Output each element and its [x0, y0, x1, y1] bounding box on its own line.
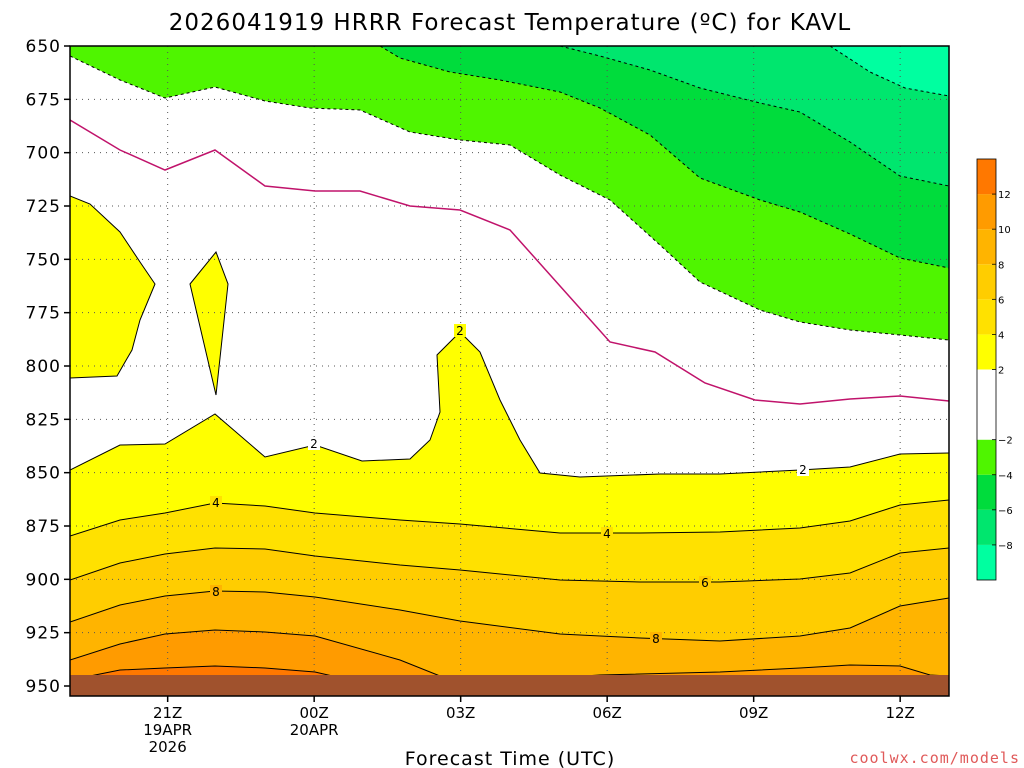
contour-label: 4	[212, 496, 220, 510]
plot-frame	[69, 45, 950, 697]
y-tick-label: 750	[26, 250, 61, 270]
chart-title: 2026041919 HRRR Forecast Temperature (ºC…	[169, 10, 851, 36]
y-tick-label: 900	[26, 570, 61, 590]
contour-label: 8	[212, 585, 220, 599]
y-tick-label: 950	[26, 677, 61, 697]
y-tick-label: 800	[26, 357, 61, 377]
contour-label: 6	[701, 576, 709, 590]
contour-6	[70, 547, 949, 583]
colorbar-tick-label: 8	[998, 260, 1004, 271]
y-tick-label: 925	[26, 624, 61, 644]
colorbar-swatch	[977, 439, 996, 475]
contour-label: 8	[652, 632, 660, 646]
ground-terrain	[70, 675, 949, 696]
colorbar-swatch	[977, 509, 996, 545]
colorbar-tick-label: 4	[998, 330, 1004, 341]
colorbar-tick-label: −6	[998, 506, 1013, 517]
colorbar-swatch	[977, 544, 996, 580]
colorbar-tick-label: 6	[998, 295, 1004, 306]
y-tick-label: 700	[26, 144, 61, 164]
y-tick-label: 825	[26, 410, 61, 430]
colorbar-swatch	[977, 299, 996, 335]
contour-label: 2	[310, 437, 318, 451]
colorbar-swatch	[977, 334, 996, 370]
x-tick-label: 20APR	[290, 721, 339, 739]
x-tick-label: 03Z	[446, 704, 475, 722]
contour-minus2	[70, 55, 949, 341]
colorbar-swatch	[977, 194, 996, 230]
y-tick-label: 775	[26, 304, 61, 324]
y-tick-label: 650	[26, 37, 61, 57]
grid-lines	[70, 46, 949, 696]
contour-2-island-left	[70, 195, 156, 379]
colorbar-tick-label: −8	[998, 541, 1013, 552]
contour-label: 4	[603, 527, 611, 541]
contour-minus8	[829, 46, 949, 97]
colorbar-tick-label: 2	[998, 366, 1004, 377]
contour-4	[70, 499, 949, 537]
x-tick-label: 21Z	[153, 704, 182, 722]
contour-label: 2	[456, 324, 464, 338]
colorbar-tick-label: 12	[998, 190, 1011, 201]
band-minus6-to-minus8	[560, 46, 949, 186]
x-tick-label: 19APR	[143, 721, 192, 739]
colorbar-swatch	[977, 369, 996, 440]
colorbar-swatch	[977, 474, 996, 510]
colorbar-tick-label: −2	[998, 436, 1013, 447]
band-2-to-4-island-center	[190, 252, 228, 395]
contour-label: 2	[799, 463, 807, 477]
x-tick-label: 09Z	[739, 704, 768, 722]
colorbar-swatch	[977, 229, 996, 265]
freezing-line	[70, 119, 949, 405]
x-tick-label: 06Z	[592, 704, 621, 722]
credit-text: coolwx.com/models	[849, 749, 1020, 767]
x-axis-label: Forecast Time (UTC)	[405, 748, 615, 768]
x-tick-label: 12Z	[885, 704, 914, 722]
band-minus8-to-minus10	[830, 46, 949, 96]
y-tick-label: 850	[26, 464, 61, 484]
colorbar-swatch	[977, 264, 996, 300]
y-tick-label: 675	[26, 90, 61, 110]
y-tick-label: 875	[26, 517, 61, 537]
contour-2-island-center	[189, 251, 229, 396]
pressure-axis: 650 675 700 725 750 775 800 825 850 875 900 925 950	[26, 37, 70, 697]
y-tick-label: 725	[26, 197, 61, 217]
colorbar: 12 10 8 6 4 2 −2 −4 −6 −8	[976, 158, 1013, 581]
plot-area	[70, 46, 949, 696]
x-tick-label: 00Z	[299, 704, 328, 722]
colorbar-tick-label: −4	[998, 471, 1013, 482]
contour-8	[70, 590, 949, 642]
band-2-to-4-island-left	[70, 196, 155, 378]
contour-labels: 2 2 2 4 4 6 8 8	[210, 324, 809, 646]
colorbar-swatch	[977, 159, 996, 195]
x-tick-label: 2026	[149, 738, 187, 756]
colorbar-tick-label: 10	[998, 225, 1011, 236]
